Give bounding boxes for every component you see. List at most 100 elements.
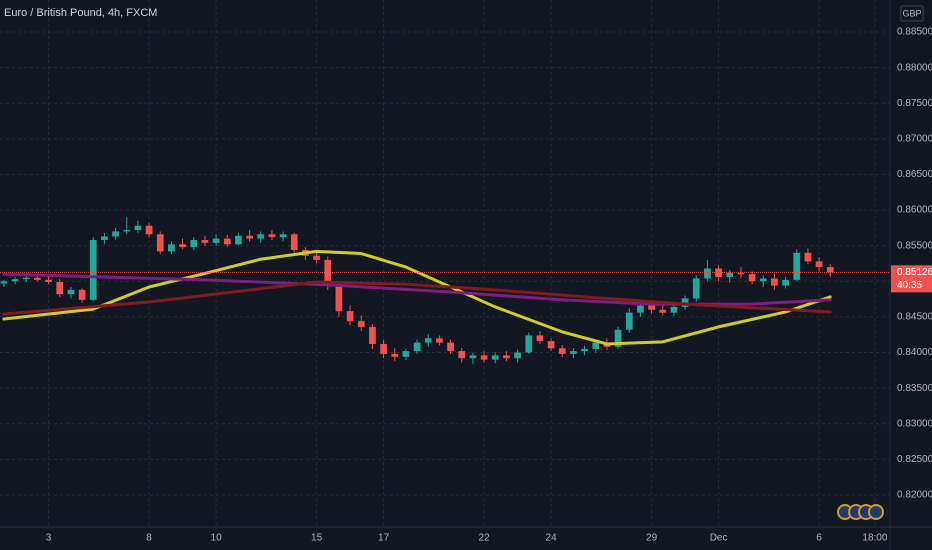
candle-body: [503, 355, 510, 359]
candle-body: [34, 277, 41, 280]
candle-body: [357, 321, 365, 327]
candle-body: [112, 231, 119, 237]
candle-body: [436, 338, 443, 343]
candle-body: [480, 355, 488, 360]
candle-body: [424, 338, 432, 343]
candle-body: [491, 355, 499, 360]
x-tick-label: 22: [479, 533, 491, 544]
x-tick-label: 17: [378, 533, 390, 544]
candle-body: [89, 239, 97, 300]
currency-box[interactable]: [900, 5, 924, 22]
axes: 0.82000 0.82500 0.83000 0.83500 0.84000 0.845…: [46, 27, 932, 544]
candle-body: [670, 306, 678, 313]
candle-body: [123, 230, 131, 232]
y-tick-label: 0.83000: [897, 418, 932, 429]
x-tick-label: 3: [46, 533, 52, 544]
candle-body: [145, 225, 153, 235]
x-tick-label: 15: [311, 533, 323, 544]
y-tick-label: 0.82500: [897, 454, 932, 465]
y-tick-label: 0.88500: [897, 27, 932, 38]
candle-body: [246, 235, 253, 239]
candle-body: [692, 278, 700, 299]
candle-body: [134, 225, 142, 231]
candle-body: [402, 351, 410, 357]
candle-body: [547, 341, 555, 349]
x-tick-label: 18:00: [862, 533, 887, 544]
y-tick-label: 0.84500: [897, 312, 932, 323]
x-tick-label: 10: [211, 533, 223, 544]
candle-body: [101, 236, 108, 240]
grid: [0, 0, 890, 527]
y-tick-label: 0.87500: [897, 98, 932, 109]
candle-body: [614, 329, 622, 347]
last-price-label: 0.85126: [897, 267, 932, 278]
last-price-badge: [891, 265, 932, 293]
candle-body: [22, 277, 30, 280]
candle-body: [45, 279, 52, 283]
moving-average: [2, 280, 832, 316]
candle-body: [11, 279, 19, 282]
candle-body: [648, 305, 655, 310]
indicator-icons[interactable]: [837, 504, 884, 520]
candle-body: [179, 244, 186, 248]
chart-title: Euro / British Pound, 4h, FXCM: [4, 7, 157, 19]
candle-body: [625, 312, 633, 330]
candle-body: [558, 348, 566, 354]
candle-body: [391, 353, 399, 357]
candle-body: [335, 284, 343, 312]
x-tick-label: Dec: [710, 533, 728, 544]
candle-body: [223, 238, 231, 245]
candle-body: [380, 343, 387, 354]
candle-body: [726, 272, 734, 278]
x-tick-label: 24: [546, 533, 558, 544]
x-tick-label: 6: [816, 533, 822, 544]
candle-body: [581, 348, 588, 352]
candle-body: [290, 234, 298, 250]
y-tick-label: 0.87000: [897, 134, 932, 145]
candle-body: [748, 274, 756, 282]
candle-body: [759, 278, 767, 282]
y-tick-label: 0.82000: [897, 490, 932, 501]
candle-body: [514, 352, 521, 359]
candle-body: [637, 305, 644, 313]
candle-body: [771, 278, 778, 286]
candle-body: [826, 267, 834, 273]
plot: [0, 217, 890, 364]
candle-body: [78, 289, 86, 300]
candle-body: [56, 282, 64, 295]
y-tick-label: 0.88000: [897, 62, 932, 73]
candle-body: [592, 342, 600, 349]
y-tick-label: 0.83500: [897, 383, 932, 394]
currency: GBP: [902, 8, 921, 18]
y-tick-label: 0.86000: [897, 205, 932, 216]
candle-body: [201, 239, 209, 243]
candle-body: [704, 268, 711, 279]
candle-body: [413, 342, 421, 352]
moving-average: [2, 272, 832, 306]
candle-body: [168, 244, 175, 252]
candle-body: [815, 261, 823, 268]
candle-body: [793, 252, 801, 280]
candle-body: [782, 279, 789, 286]
candle-body: [570, 351, 577, 354]
candle-body: [469, 355, 477, 359]
candle-body: [235, 235, 242, 245]
icon[interactable]: [868, 504, 884, 520]
candle-body: [659, 309, 667, 313]
candle-body: [257, 234, 265, 239]
candle-body: [212, 238, 220, 243]
candle-body: [458, 351, 466, 359]
candle-body: [447, 342, 454, 352]
x-tick-label: 29: [646, 533, 658, 544]
candle-body: [279, 234, 287, 238]
candle-body: [737, 272, 745, 275]
candle-body: [156, 234, 164, 252]
candle-body: [67, 289, 75, 295]
candle-body: [536, 335, 544, 342]
candle-body: [0, 281, 8, 284]
candle-body: [190, 239, 198, 248]
candle-body: [804, 252, 812, 262]
y-tick-label: 0.86500: [897, 169, 932, 180]
candle-body: [324, 259, 332, 285]
